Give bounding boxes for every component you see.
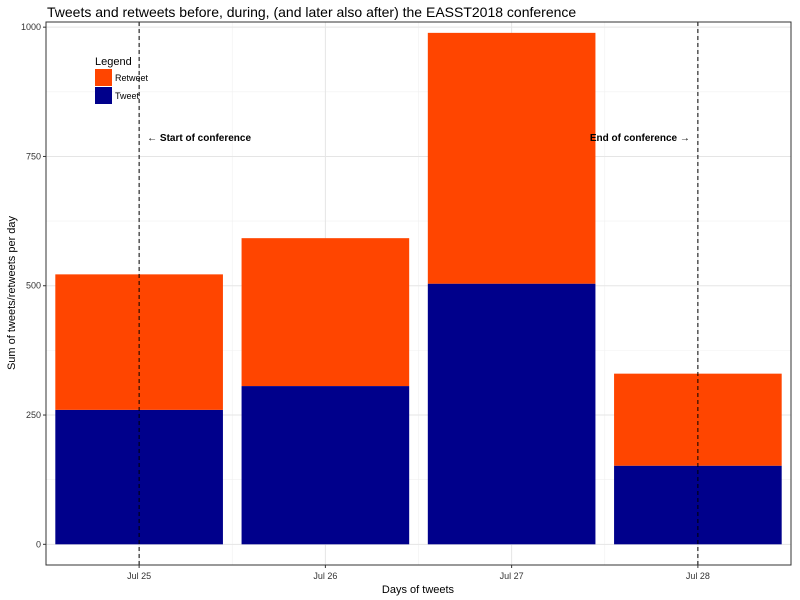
- x-tick-label: Jul 28: [686, 571, 710, 581]
- legend-label-retweet: Retweet: [115, 73, 149, 83]
- bar-retweet-jul-26: [241, 238, 410, 387]
- plot-panel-border: [45, 21, 792, 566]
- bar-retweet-jul-27: [427, 32, 596, 284]
- legend-title: Legend: [95, 56, 132, 68]
- x-tick-label: Jul 26: [313, 571, 337, 581]
- x-tick-label: Jul 27: [500, 571, 524, 581]
- y-tick-label: 750: [26, 151, 41, 161]
- y-tick-label: 500: [26, 281, 41, 291]
- axes: 0 250 500 750 1000 Jul 25 Jul 26 Jul 27 Jul 28: [21, 22, 710, 581]
- y-tick-label: 1000: [21, 22, 41, 32]
- end-of-conference-label: End of conference →: [590, 133, 690, 144]
- chart-title: Tweets and retweets before, during, (and…: [47, 4, 576, 20]
- legend-swatch-tweet: [95, 87, 112, 104]
- legend-label-tweet: Tweet: [115, 91, 140, 101]
- bar-tweet-jul-27: [427, 283, 596, 545]
- legend: Legend Retweet Tweet: [95, 56, 149, 104]
- x-tick-label: Jul 25: [127, 571, 151, 581]
- y-tick-label: 0: [36, 539, 41, 549]
- y-axis-title: Sum of tweets/retweets per day: [6, 215, 18, 370]
- conference-markers: ← Start of conference End of conference →: [138, 22, 699, 565]
- bar-tweet-jul-26: [241, 386, 410, 545]
- legend-swatch-retweet: [95, 69, 112, 86]
- x-axis-title: Days of tweets: [382, 584, 455, 596]
- start-of-conference-label: ← Start of conference: [147, 133, 251, 144]
- y-tick-label: 250: [26, 410, 41, 420]
